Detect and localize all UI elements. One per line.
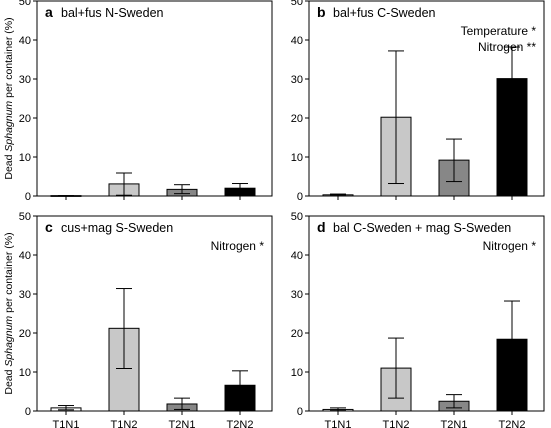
panel-d: 0 10 20 30 40 50 T1N1 T1N2 T2N1 T2N2 d bal C-Sweden…	[291, 211, 545, 428]
panel-letter: b	[317, 4, 326, 20]
y-tick-label: 30	[19, 289, 31, 301]
y-tick-label: 0	[297, 406, 303, 418]
panel-title: bal+fus C-Sweden	[333, 6, 436, 20]
y-tick-label: 40	[19, 250, 31, 262]
panel-title: cus+mag S-Sweden	[61, 221, 173, 235]
y-tick-label: 30	[291, 74, 303, 86]
significance-annotation: Nitrogen **	[478, 40, 536, 54]
y-tick-label: 20	[19, 328, 31, 340]
x-tick-label: T2N2	[227, 419, 254, 428]
y-tick-label: 10	[291, 367, 303, 379]
x-tick-label: T2N2	[499, 419, 526, 428]
x-tick-label: T1N1	[53, 419, 80, 428]
x-tick-label: T1N2	[383, 419, 410, 428]
panel-letter: c	[45, 219, 53, 235]
y-axis-label: Dead Sphagnum per container (%)	[3, 232, 15, 394]
panel-a: 0 10 20 30 40 50 a bal+fus N-Sweden	[19, 0, 273, 203]
y-tick-label: 0	[25, 406, 31, 418]
plot-frame	[36, 0, 273, 197]
significance-annotation: Nitrogen *	[211, 239, 265, 253]
y-tick-label: 40	[291, 35, 303, 47]
y-tick-label: 20	[19, 113, 31, 125]
plot-frame	[36, 215, 273, 412]
y-axis-label-italic: Sphagnum	[3, 316, 15, 367]
y-axis-label-italic: Sphagnum	[3, 101, 15, 152]
y-tick-label: 50	[19, 0, 31, 8]
y-axis-label-part: Dead	[3, 367, 15, 395]
y-tick-label: 20	[291, 328, 303, 340]
y-tick-label: 20	[291, 113, 303, 125]
y-tick-label: 30	[19, 74, 31, 86]
panel-c: 0 10 20 30 40 50 T1N1 T1N2 T2N1 T2N2 c cus+mag S-Sw…	[19, 211, 273, 428]
y-tick-label: 30	[291, 289, 303, 301]
plot-frame	[308, 215, 545, 412]
y-axis-label-bottom: Dead Sphagnum per container (%)	[3, 232, 15, 394]
panel-letter: a	[45, 4, 53, 20]
y-tick-label: 0	[25, 191, 31, 203]
panel-title: bal C-Sweden + mag S-Sweden	[333, 221, 511, 235]
panel-b: 0 10 20 30 40 50 b bal+fus C-Sweden Temperature …	[291, 0, 545, 203]
x-tick-label: T1N2	[111, 419, 138, 428]
y-tick-label: 50	[291, 211, 303, 223]
y-tick-label: 40	[291, 250, 303, 262]
y-tick-label: 10	[19, 367, 31, 379]
panel-letter: d	[317, 219, 326, 235]
y-axis-label-part: Dead	[3, 152, 15, 180]
y-axis-label: Dead Sphagnum per container (%)	[3, 17, 15, 179]
significance-annotation: Nitrogen *	[483, 239, 537, 253]
x-tick-label: T1N1	[325, 419, 352, 428]
y-axis-label-part: per container (%)	[3, 232, 15, 315]
panel-title: bal+fus N-Sweden	[61, 6, 164, 20]
significance-annotation: Temperature *	[461, 24, 537, 38]
y-axis-label-part: per container (%)	[3, 17, 15, 100]
y-tick-label: 50	[291, 0, 303, 8]
x-tick-label: T2N1	[441, 419, 468, 428]
plot-frame	[308, 0, 545, 197]
y-axis-label-top: Dead Sphagnum per container (%)	[3, 17, 15, 179]
y-tick-label: 10	[291, 152, 303, 164]
y-tick-label: 0	[297, 191, 303, 203]
y-tick-label: 10	[19, 152, 31, 164]
y-tick-label: 40	[19, 35, 31, 47]
y-tick-label: 50	[19, 211, 31, 223]
x-tick-label: T2N1	[169, 419, 196, 428]
